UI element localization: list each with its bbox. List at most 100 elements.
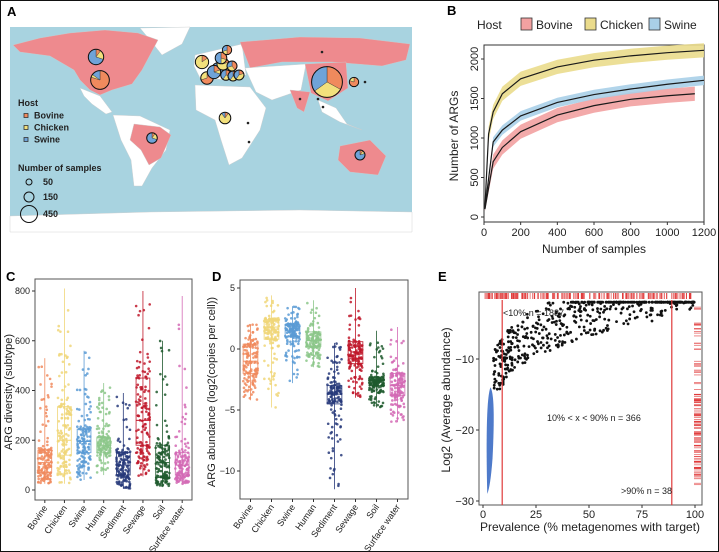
data-point: [65, 407, 69, 411]
data-point: [311, 350, 315, 353]
data-point: [598, 311, 602, 315]
data-point: [514, 331, 517, 335]
data-point: [542, 325, 546, 329]
data-point: [295, 376, 298, 379]
data-point: [121, 401, 125, 405]
data-point: [164, 478, 167, 482]
data-point: [274, 383, 277, 387]
data-point: [619, 300, 623, 304]
box-swine: [75, 350, 92, 481]
data-point: [81, 464, 84, 468]
data-point: [267, 323, 271, 326]
data-point: [273, 352, 276, 356]
data-point: [107, 430, 111, 433]
box-iqr: [37, 449, 53, 474]
data-point: [145, 410, 148, 413]
y-tick-label: −10: [220, 466, 235, 476]
data-point: [318, 346, 321, 349]
data-point: [348, 360, 352, 364]
y-tick-label: −30: [455, 496, 474, 508]
data-point: [98, 452, 102, 456]
data-point: [376, 365, 380, 368]
data-point: [247, 385, 251, 389]
data-point: [265, 296, 268, 300]
data-point: [180, 420, 184, 424]
data-point: [379, 355, 383, 358]
data-point: [543, 350, 547, 353]
data-point: [626, 322, 630, 326]
data-point: [389, 338, 393, 342]
data-point: [375, 380, 379, 384]
data-point: [377, 400, 381, 403]
panel-label-d: D: [212, 269, 221, 284]
data-point: [184, 445, 188, 448]
data-point: [297, 355, 301, 359]
data-point: [583, 300, 587, 304]
data-point: [502, 376, 506, 379]
data-point: [536, 322, 540, 326]
x-tick-label: 1200: [692, 227, 716, 239]
data-point: [64, 437, 68, 441]
data-point: [402, 402, 406, 406]
pie-chart-site: [354, 149, 366, 161]
data-point: [274, 330, 278, 333]
data-point: [655, 300, 659, 304]
data-point: [507, 346, 511, 349]
data-point: [360, 387, 363, 391]
data-point: [268, 320, 272, 323]
data-point: [181, 415, 185, 419]
data-point: [247, 379, 250, 383]
data-point: [306, 328, 310, 331]
data-point: [46, 463, 50, 467]
data-point: [635, 300, 639, 304]
data-point: [88, 457, 91, 460]
data-point: [541, 336, 544, 340]
data-point: [117, 474, 120, 478]
data-point: [269, 341, 272, 345]
data-point: [338, 361, 341, 364]
data-point: [606, 324, 609, 327]
data-point: [374, 396, 377, 399]
data-point: [619, 311, 623, 315]
data-point: [85, 414, 89, 417]
data-point: [271, 299, 274, 303]
data-point: [590, 300, 594, 304]
data-point: [61, 388, 64, 392]
data-point: [251, 323, 254, 326]
data-point: [369, 373, 373, 377]
data-point: [122, 444, 126, 447]
low-prevalence-density: [486, 387, 494, 494]
data-point: [59, 456, 63, 460]
data-point: [643, 300, 647, 304]
data-point: [174, 444, 178, 447]
data-point: [297, 348, 301, 352]
data-point: [115, 395, 119, 399]
data-point: [333, 345, 337, 348]
data-point: [330, 437, 334, 440]
data-point: [309, 311, 313, 314]
data-point: [156, 455, 160, 459]
data-point: [104, 454, 108, 458]
data-point: [102, 439, 106, 443]
data-point: [106, 466, 109, 470]
data-point: [330, 425, 334, 429]
data-point: [370, 401, 374, 405]
data-point: [390, 420, 393, 423]
confidence-band-bovine: [484, 86, 695, 212]
data-point: [505, 348, 509, 352]
data-point: [63, 417, 67, 420]
data-point: [275, 358, 279, 361]
data-point: [293, 317, 297, 320]
data-point: [62, 457, 65, 461]
size-legend-circle: [25, 178, 33, 186]
data-point: [37, 447, 41, 450]
data-point: [371, 369, 374, 373]
data-point: [89, 476, 92, 479]
data-point: [594, 332, 598, 336]
data-point: [120, 483, 123, 487]
data-point: [372, 403, 376, 407]
data-point: [160, 349, 164, 353]
data-point: [39, 430, 42, 434]
data-point: [310, 332, 313, 336]
rarefaction-line-swine: [484, 79, 705, 209]
